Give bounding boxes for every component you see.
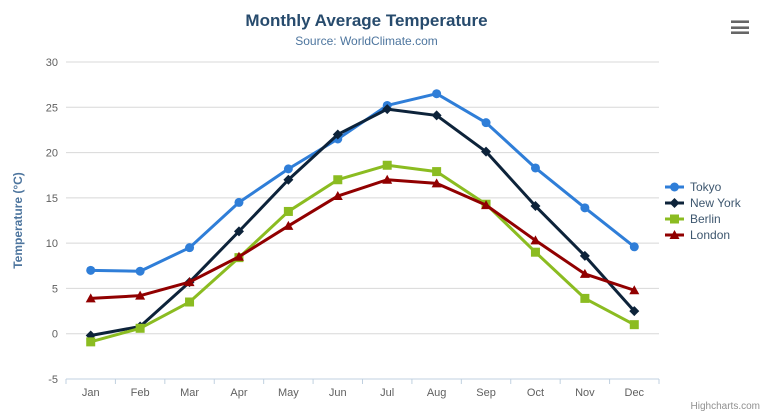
x-axis-label: Nov [575, 387, 595, 399]
series-marker-circle [234, 197, 244, 207]
legend-marker-new-york [665, 198, 684, 208]
series-line-new-york [89, 107, 636, 338]
series-marker-square [530, 247, 540, 257]
x-axis-label: Aug [427, 387, 447, 399]
series-marker-square [333, 175, 343, 185]
series-marker-triangle [184, 277, 195, 287]
highcharts-credits-link[interactable]: Highcharts.com [690, 401, 760, 412]
series-marker-circle [432, 89, 442, 99]
legend-marker-london [665, 230, 684, 239]
y-axis-label: 20 [46, 148, 58, 160]
series-marker-triangle [481, 200, 492, 210]
series-marker-circle [135, 266, 145, 276]
series-marker-triangle [332, 191, 343, 201]
series-line-london [89, 178, 636, 300]
chart-title: Monthly Average Temperature [245, 11, 488, 30]
series-marker-circle [530, 163, 540, 173]
series-marker-circle [670, 182, 679, 192]
series-marker-square [86, 337, 96, 347]
x-axis-label: Sep [476, 387, 496, 399]
series-marker-diamond [481, 146, 492, 157]
series-marker-circle [86, 265, 96, 275]
x-axis-label: Jun [329, 387, 347, 399]
series-marker-triangle [669, 230, 680, 239]
series-new-york[interactable] [85, 104, 640, 341]
series-marker-square [283, 206, 293, 216]
x-axis [65, 378, 660, 384]
x-axis-label: Dec [625, 387, 645, 399]
series-line-berlin [89, 163, 636, 344]
x-axis-label: Jan [82, 387, 100, 399]
series-marker-square [135, 323, 145, 333]
legend-label: London [690, 228, 731, 242]
series-marker-diamond [579, 250, 590, 261]
y-axis-label: 30 [46, 57, 58, 69]
series-marker-square [382, 160, 392, 170]
series-marker-diamond [530, 201, 541, 212]
y-axis-label: 5 [52, 283, 58, 295]
series-marker-circle [629, 242, 639, 252]
legend-marker-berlin [665, 214, 684, 224]
x-axis-label: Oct [527, 387, 544, 399]
series-marker-circle [481, 118, 491, 128]
y-axis-label: 10 [46, 238, 58, 250]
series-marker-triangle [431, 178, 442, 188]
series-marker-square [432, 167, 442, 177]
legend-label: New York [690, 196, 741, 210]
legend: Tokyo New York Berlin London [664, 179, 741, 243]
y-axis-label: 0 [52, 329, 58, 341]
legend-item-new-york[interactable]: New York [664, 195, 741, 211]
chart-subtitle: Source: WorldClimate.com [295, 34, 438, 48]
y-axis-label: 15 [46, 193, 58, 205]
y-grid [66, 61, 659, 380]
series-marker-circle [580, 203, 590, 213]
series-london[interactable] [85, 174, 640, 303]
series-tokyo[interactable] [86, 89, 639, 276]
x-axis-label: Feb [131, 387, 150, 399]
series-marker-circle [283, 164, 293, 174]
series-marker-square [670, 214, 679, 224]
legend-label: Tokyo [690, 180, 722, 194]
series-marker-triangle [233, 251, 244, 261]
hamburger-menu-icon [731, 25, 749, 29]
series-marker-diamond [431, 110, 442, 121]
series-marker-diamond [629, 306, 640, 317]
x-axis-label: Mar [180, 387, 199, 399]
legend-item-london[interactable]: London [664, 227, 741, 243]
legend-label: Berlin [690, 212, 721, 226]
x-axis-label: Jul [380, 387, 394, 399]
series-marker-diamond [332, 129, 343, 140]
hamburger-menu-icon [731, 20, 749, 23]
x-axis-labels: Jan Feb Mar Apr May Jun Jul Aug Sep Oct Nov Dec [82, 387, 645, 399]
y-axis-title: Temperature (°C) [11, 172, 25, 269]
series-marker-triangle [85, 293, 96, 303]
series-marker-diamond [283, 174, 294, 185]
series-marker-square [185, 297, 195, 307]
series-marker-triangle [629, 285, 640, 295]
series-marker-triangle [135, 290, 146, 300]
x-axis-label: Apr [230, 387, 247, 399]
series-marker-triangle [530, 235, 541, 245]
y-axis-labels: -5 0 5 10 15 20 25 30 [46, 57, 58, 386]
series-berlin[interactable] [86, 160, 639, 347]
legend-marker-tokyo [665, 182, 684, 192]
export-menu-button[interactable] [731, 20, 749, 34]
series-marker-diamond [382, 104, 393, 115]
series-marker-triangle [382, 174, 393, 184]
y-axis-label: 25 [46, 102, 58, 114]
y-axis-label: -5 [48, 374, 58, 386]
series-marker-square [629, 320, 639, 330]
legend-item-berlin[interactable]: Berlin [664, 211, 741, 227]
legend-item-tokyo[interactable]: Tokyo [664, 179, 741, 195]
x-axis-label: May [278, 387, 299, 399]
series-marker-circle [185, 243, 195, 253]
hamburger-menu-icon [731, 31, 749, 34]
series-marker-diamond [669, 198, 680, 208]
series-marker-diamond [233, 226, 244, 237]
series-marker-triangle [579, 268, 590, 278]
series-marker-square [580, 293, 590, 303]
series-marker-triangle [283, 220, 294, 230]
